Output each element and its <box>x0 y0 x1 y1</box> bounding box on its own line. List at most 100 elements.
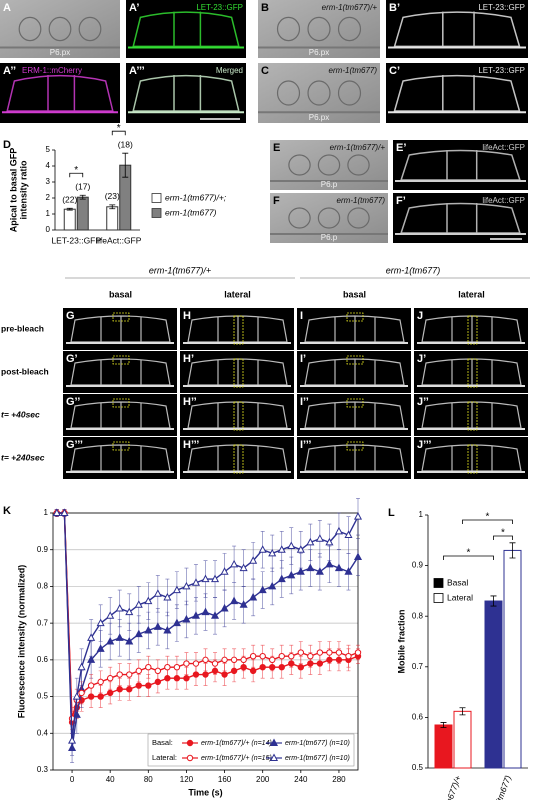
panel-caption: P6.px <box>309 48 329 57</box>
marker <box>334 563 343 572</box>
cell-outline <box>70 401 171 429</box>
cell-outline <box>70 315 171 343</box>
marker <box>297 649 305 656</box>
marker <box>268 581 277 590</box>
bleach-roi <box>233 401 244 431</box>
bar <box>106 206 119 231</box>
marker <box>164 664 171 671</box>
column-header: lateral <box>224 289 251 299</box>
row-label: t= +240sec <box>1 452 45 462</box>
cell-nucleus <box>288 207 311 229</box>
legend-swatch <box>151 193 162 203</box>
marker <box>210 574 220 583</box>
y-tick-label: 1 <box>46 209 51 218</box>
y-tick-label: 0.7 <box>37 618 49 627</box>
cell-nucleus <box>276 16 301 42</box>
significance-bracket <box>443 555 494 560</box>
y-tick-label: 0.7 <box>412 662 424 671</box>
bar <box>434 724 453 769</box>
marker <box>77 662 86 671</box>
y-tick-label: 2 <box>46 193 51 202</box>
panel-label: H <box>183 310 191 322</box>
bleach-roi <box>346 355 364 365</box>
error-bar <box>459 707 466 716</box>
marker <box>278 652 285 660</box>
panel-caption: P6.p <box>321 233 338 242</box>
marker <box>239 563 248 572</box>
marker <box>269 656 276 664</box>
panel-label: J <box>417 310 423 322</box>
marker <box>249 652 257 660</box>
legend-swatch <box>433 593 444 603</box>
cell-nucleus <box>347 154 370 176</box>
bleach-roi <box>233 444 244 474</box>
bar <box>63 208 76 231</box>
bar <box>503 549 522 769</box>
marker <box>249 592 258 601</box>
x-tick-label: LET-23::GFP <box>51 235 101 245</box>
marker <box>182 614 191 623</box>
marker <box>201 607 210 616</box>
panel-label: L <box>388 507 395 519</box>
marker <box>163 625 172 634</box>
panel-label: J’’’ <box>417 439 431 451</box>
bleach-roi <box>346 398 364 408</box>
marker <box>126 686 133 693</box>
marker <box>201 574 210 583</box>
bleach-roi <box>112 312 130 322</box>
panel-label: F <box>273 195 280 207</box>
legend-swatch <box>433 578 444 588</box>
y-tick-label: 0.9 <box>37 545 49 554</box>
panel-label: B <box>261 2 269 14</box>
cell-outline <box>400 149 521 181</box>
panel-label: C’ <box>389 65 400 77</box>
panel-label: K <box>3 505 11 517</box>
marker <box>52 508 61 516</box>
marker <box>268 548 277 557</box>
marker <box>97 693 104 700</box>
n-label: (23) <box>105 191 120 201</box>
row-label: t= +40sec <box>1 409 40 419</box>
genotype: erm-1(tm677) <box>329 66 378 75</box>
bleach-roi <box>233 315 244 345</box>
cell-outline <box>132 11 240 48</box>
marker <box>326 649 333 656</box>
marker <box>221 656 228 664</box>
marker <box>192 660 200 667</box>
legend-swatch <box>151 208 162 218</box>
panel-label: G <box>66 310 75 322</box>
x-tick-label: 160 <box>218 775 232 784</box>
cell-nucleus <box>337 16 362 42</box>
cell-outline <box>393 11 521 48</box>
marker <box>145 664 152 671</box>
cell-outline <box>304 315 405 343</box>
cell-nucleus <box>78 16 102 42</box>
marker <box>259 652 266 660</box>
row-label: pre-bleach <box>1 323 44 333</box>
genotype: erm-1(tm677)/+ <box>322 3 378 12</box>
channel-name: ERM-1::mCherry <box>22 66 82 75</box>
y-tick-label: 0.8 <box>412 611 424 620</box>
marker <box>153 589 162 597</box>
error-bar <box>122 152 129 178</box>
y-tick-label: 1 <box>44 508 49 517</box>
marker <box>230 596 239 605</box>
panel-label: E <box>273 142 280 154</box>
marker <box>296 567 305 575</box>
marker <box>183 660 190 667</box>
marker <box>345 652 352 660</box>
marker <box>315 567 324 575</box>
marker <box>172 585 181 594</box>
panel-label: I’’’ <box>300 439 311 451</box>
marker <box>287 541 296 550</box>
marker <box>182 581 191 590</box>
cell-nucleus <box>347 207 370 229</box>
marker <box>145 682 152 689</box>
marker <box>240 656 247 664</box>
series-line <box>56 512 359 741</box>
error-bar <box>490 595 497 607</box>
marker <box>353 512 363 520</box>
panel-label: I’ <box>300 353 306 365</box>
marker <box>78 689 85 697</box>
